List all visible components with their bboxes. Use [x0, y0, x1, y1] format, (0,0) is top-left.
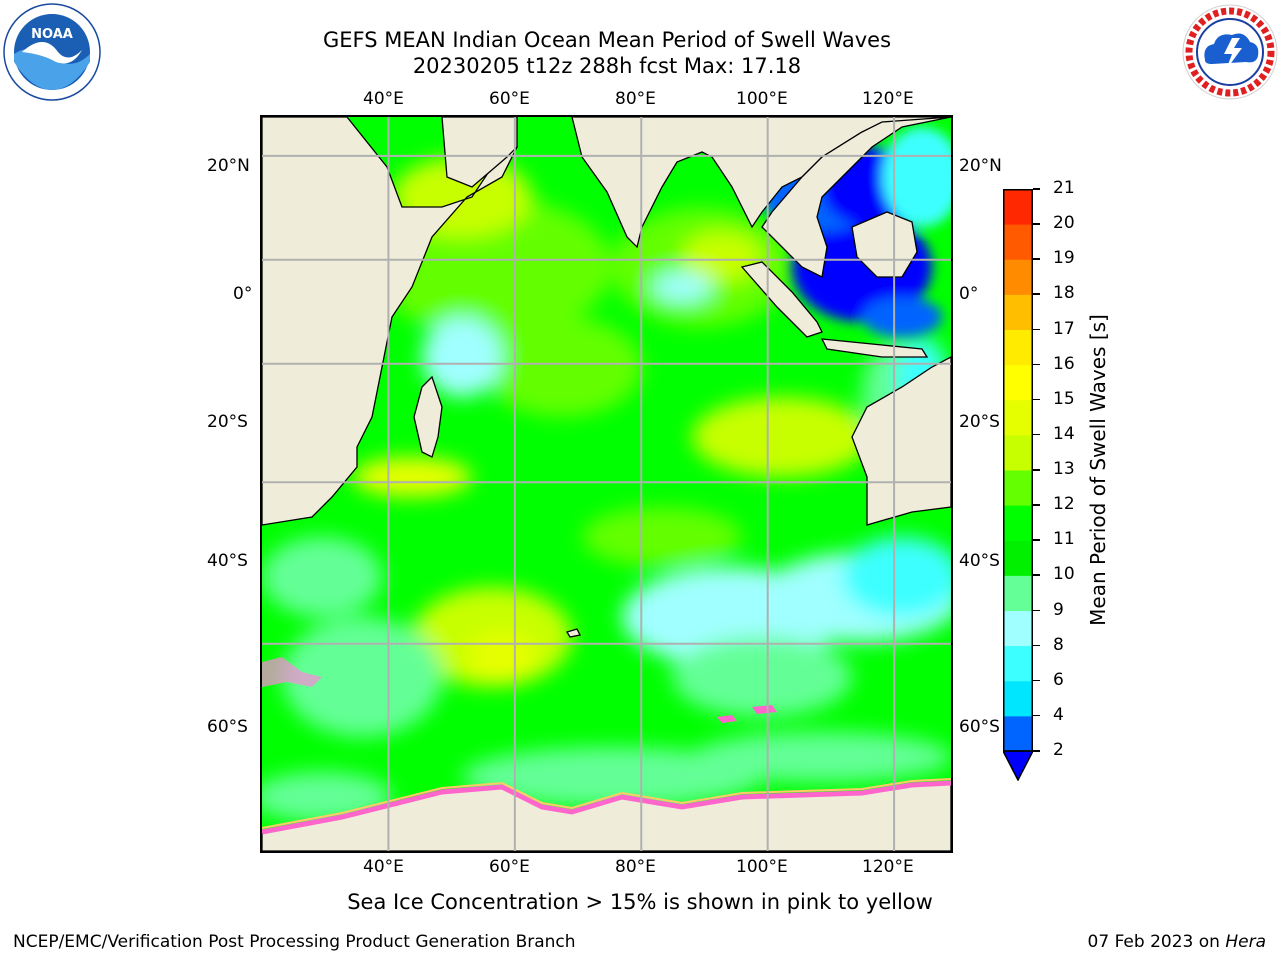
- colorbar-svg: [1001, 189, 1035, 782]
- colorbar-tick-label: 2: [1053, 740, 1064, 760]
- lat-tick-left: 20°S: [207, 412, 248, 432]
- footer-branch: NCEP/EMC/Verification Post Processing Pr…: [13, 932, 576, 952]
- lat-tick-right: 40°S: [959, 551, 1000, 571]
- lon-tick-bottom: 120°E: [862, 857, 914, 877]
- colorbar-tick-label: 17: [1053, 318, 1075, 339]
- land-arabia-persia: [441, 117, 518, 188]
- land-java: [820, 338, 929, 358]
- colorbar-extend-arrow: [1001, 750, 1035, 782]
- lon-tick-bottom: 100°E: [736, 857, 788, 877]
- colorbar-tick-mark: [1033, 714, 1040, 717]
- colorbar-segment: [1003, 610, 1033, 647]
- noaa-logo: NOAA: [2, 2, 102, 102]
- map-canvas: [262, 117, 951, 851]
- colorbar-tick-label: 21: [1053, 178, 1075, 198]
- graticule: [262, 117, 951, 851]
- colorbar-tick-mark: [1033, 398, 1040, 401]
- colorbar-tick-mark: [1033, 539, 1040, 541]
- land-madagascar: [413, 375, 443, 458]
- colorbar-segment: [1003, 505, 1033, 541]
- colorbar-tick-label: 15: [1053, 388, 1075, 409]
- lon-tick-top: 120°E: [862, 89, 914, 109]
- lat-tick-right: 0°: [959, 284, 979, 304]
- colorbar-tick-mark: [1033, 574, 1040, 576]
- colorbar-tick-label: 16: [1053, 353, 1075, 374]
- colorbar-tick-mark: [1033, 469, 1040, 471]
- colorbar: [1001, 189, 1035, 782]
- colorbar-tick-label: 9: [1053, 599, 1064, 620]
- lat-tick-right: 60°S: [959, 717, 1000, 737]
- colorbar-tick-label: 20: [1053, 213, 1075, 234]
- colorbar-tick-mark: [1033, 504, 1040, 506]
- colorbar-segment: [1003, 470, 1033, 506]
- colorbar-tick-mark: [1033, 363, 1040, 366]
- colorbar-tick-label: 4: [1053, 704, 1064, 725]
- lat-tick-right: 20°N: [959, 156, 1002, 176]
- colorbar-tick-label: 13: [1053, 459, 1075, 479]
- lon-tick-bottom: 40°E: [363, 857, 404, 877]
- colorbar-tick-mark: [1033, 188, 1040, 190]
- colorbar-tick-label: 14: [1053, 423, 1075, 444]
- colorbar-tick-mark: [1033, 750, 1040, 752]
- land-southeast-asia: [761, 117, 951, 278]
- colorbar-segment: [1003, 189, 1033, 225]
- colorbar-tick-label: 11: [1053, 529, 1075, 550]
- svg-text:NOAA: NOAA: [31, 27, 73, 42]
- colorbar-segment: [1003, 680, 1033, 717]
- sea-ice: [262, 657, 951, 835]
- nws-logo: [1180, 2, 1280, 102]
- colorbar-tick-mark: [1033, 609, 1040, 611]
- colorbar-tick-label: 6: [1053, 669, 1064, 690]
- colorbar-tick-label: 10: [1053, 564, 1075, 585]
- lat-tick-left: 0°: [233, 284, 253, 304]
- lon-tick-bottom: 80°E: [615, 857, 656, 877]
- footer-date: 07 Feb 2023 on Hera: [1088, 932, 1266, 952]
- colorbar-tick-mark: [1033, 644, 1040, 647]
- colorbar-segment: [1003, 294, 1033, 330]
- lon-tick-top: 100°E: [736, 89, 788, 109]
- colorbar-segment: [1003, 645, 1033, 682]
- lat-tick-right: 20°S: [959, 412, 1000, 432]
- colorbar-tick-label: 18: [1053, 283, 1075, 304]
- colorbar-segment: [1003, 329, 1033, 366]
- colorbar-segment: [1003, 259, 1033, 295]
- colorbar-tick-mark: [1033, 258, 1040, 260]
- colorbar-segment: [1003, 540, 1033, 576]
- lat-tick-left: 40°S: [207, 551, 248, 571]
- footer-host: Hera: [1225, 932, 1266, 952]
- lon-tick-top: 60°E: [489, 89, 530, 109]
- land-kerguelen: [566, 628, 581, 638]
- colorbar-segment: [1003, 224, 1033, 260]
- footer-date-text: 07 Feb 2023 on: [1087, 932, 1220, 952]
- colorbar-tick-mark: [1033, 223, 1040, 225]
- colorbar-segment: [1003, 575, 1033, 611]
- colorbar-segment: [1003, 434, 1033, 471]
- lon-tick-top: 80°E: [615, 89, 656, 109]
- chart-title: GEFS MEAN Indian Ocean Mean Period of Sw…: [322, 28, 892, 52]
- colorbar-segment: [1003, 715, 1033, 752]
- sea-ice-caption: Sea Ice Concentration > 15% is shown in …: [347, 890, 933, 914]
- lat-tick-left: 20°N: [207, 156, 250, 176]
- colorbar-segment: [1003, 364, 1033, 401]
- colorbar-frame: [1003, 189, 1033, 752]
- colorbar-tick-label: 19: [1053, 248, 1075, 269]
- lat-tick-left: 60°S: [207, 717, 248, 737]
- lon-tick-bottom: 60°E: [489, 857, 530, 877]
- colorbar-title: Mean Period of Swell Waves [s]: [1086, 314, 1110, 626]
- colorbar-tick-label: 12: [1053, 494, 1075, 515]
- colorbar-segment: [1003, 399, 1033, 436]
- swell-period-map: [260, 115, 953, 853]
- colorbar-tick-mark: [1033, 679, 1040, 682]
- colorbar-tick-mark: [1033, 328, 1040, 330]
- lon-tick-top: 40°E: [363, 89, 404, 109]
- colorbar-tick-mark: [1033, 293, 1040, 295]
- chart-subtitle: 20230205 t12z 288h fcst Max: 17.18: [412, 54, 802, 78]
- colorbar-tick-label: 8: [1053, 634, 1064, 655]
- colorbar-tick-mark: [1033, 433, 1040, 436]
